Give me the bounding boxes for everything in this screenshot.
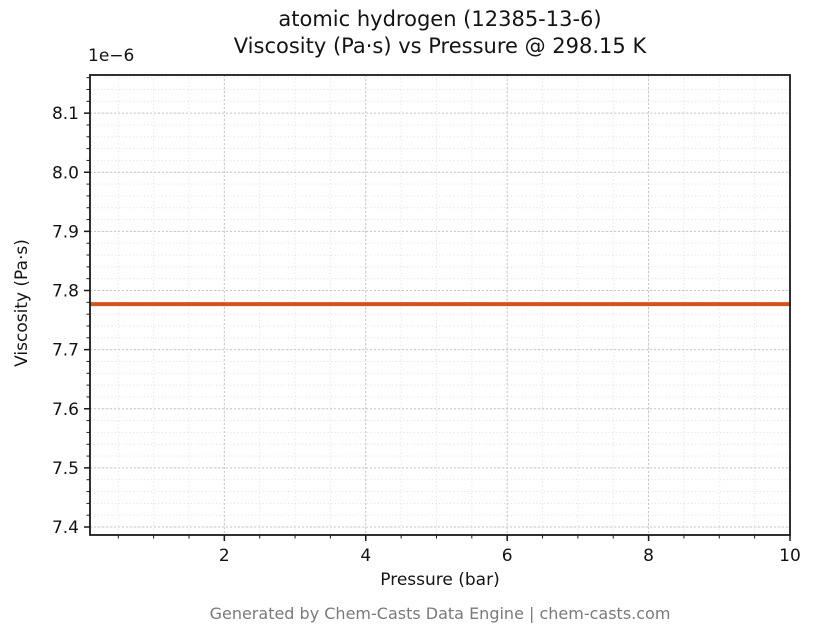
x-tick-label: 4 [360, 546, 371, 566]
chart-title-line2: Viscosity (Pa·s) vs Pressure @ 298.15 K [233, 34, 647, 58]
y-tick-label: 7.7 [52, 341, 79, 361]
y-tick-label: 7.6 [52, 400, 79, 420]
y-tick-label: 7.4 [52, 518, 79, 538]
x-tick-label: 6 [502, 546, 513, 566]
x-axis-label: Pressure (bar) [380, 570, 500, 590]
footer-credit: Generated by Chem-Casts Data Engine | ch… [209, 604, 671, 623]
y-tick-label: 7.8 [52, 282, 79, 302]
y-tick-label: 7.9 [52, 222, 79, 242]
axes-spines [89, 74, 791, 536]
y-tick-label: 8.0 [52, 163, 79, 183]
chart-title-line1: atomic hydrogen (12385-13-6) [278, 7, 602, 31]
y-tick-label: 7.5 [52, 459, 79, 479]
x-tick-label: 8 [643, 546, 654, 566]
x-tick-label: 2 [219, 546, 230, 566]
y-axis-offset-label: 1e−6 [88, 46, 135, 66]
x-tick-label: 10 [779, 546, 801, 566]
y-tick-label: 8.1 [52, 104, 79, 124]
